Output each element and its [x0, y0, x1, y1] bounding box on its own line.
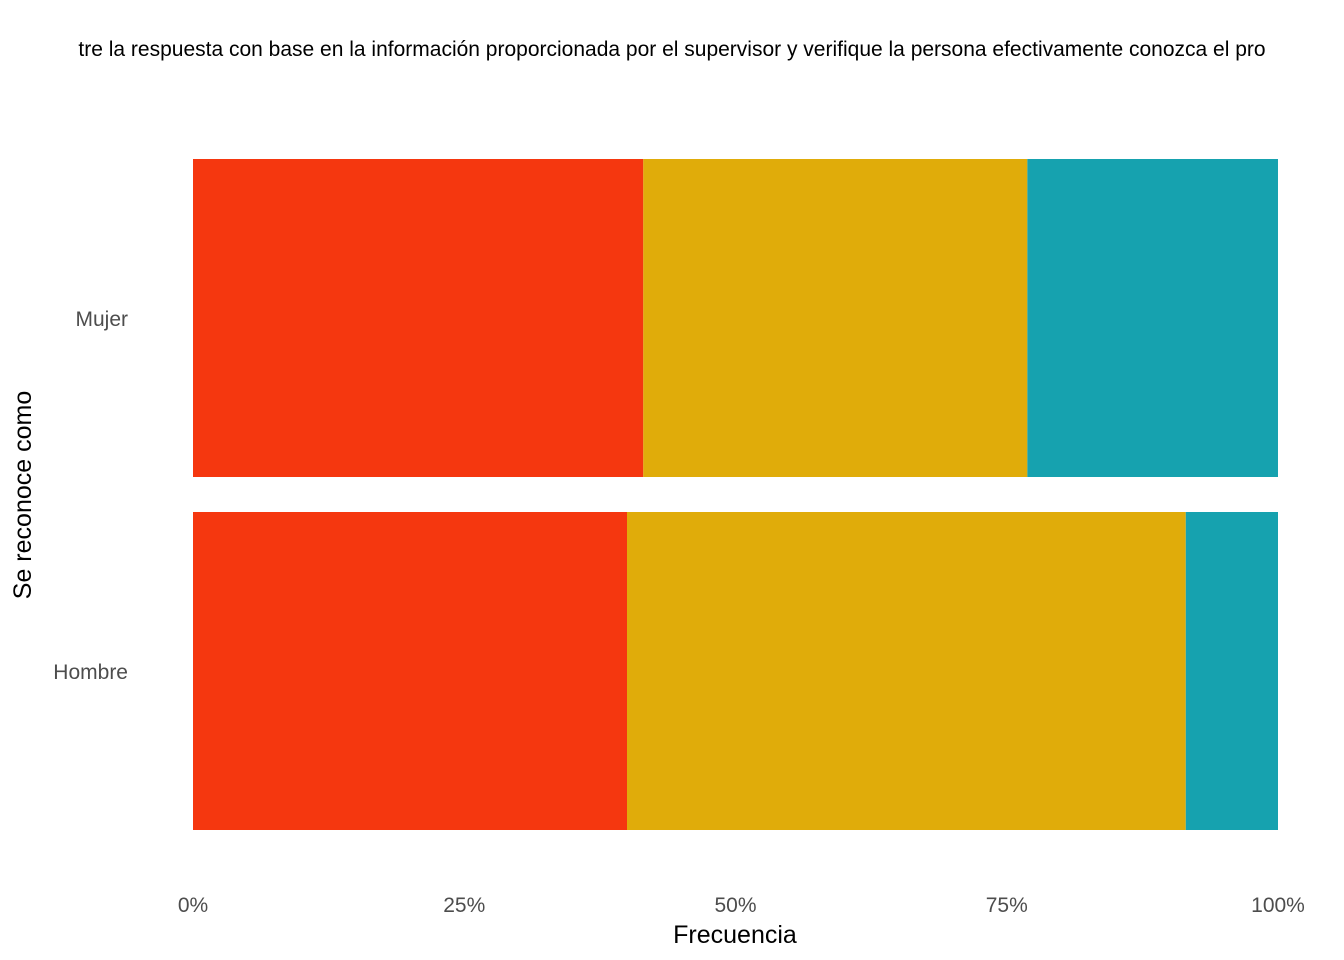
y-tick-label: Mujer: [75, 308, 128, 331]
x-tick-label: 25%: [443, 894, 485, 917]
bar-mujer-segment-1: [193, 159, 644, 477]
x-tick-label: 100%: [1251, 894, 1305, 917]
bar-layer: [193, 159, 1278, 830]
bar-hombre-segment-1: [193, 512, 627, 830]
chart-title: tre la respuesta con base en la informac…: [78, 38, 1265, 61]
x-tick-label: 50%: [714, 894, 756, 917]
bar-mujer-segment-2: [643, 159, 1028, 477]
bar-hombre-segment-2: [627, 512, 1186, 830]
bar-mujer-segment-3: [1027, 159, 1278, 477]
y-axis-title: Se reconoce como: [9, 391, 37, 599]
x-tick-label: 0%: [178, 894, 208, 917]
x-axis-title: Frecuencia: [673, 921, 797, 949]
y-tick-label: Hombre: [53, 661, 128, 684]
y-tick-labels: Mujer Hombre: [53, 308, 128, 684]
x-tick-label: 75%: [986, 894, 1028, 917]
bar-hombre-segment-3: [1185, 512, 1278, 830]
x-tick-labels: 0% 25% 50% 75% 100%: [178, 894, 1305, 917]
